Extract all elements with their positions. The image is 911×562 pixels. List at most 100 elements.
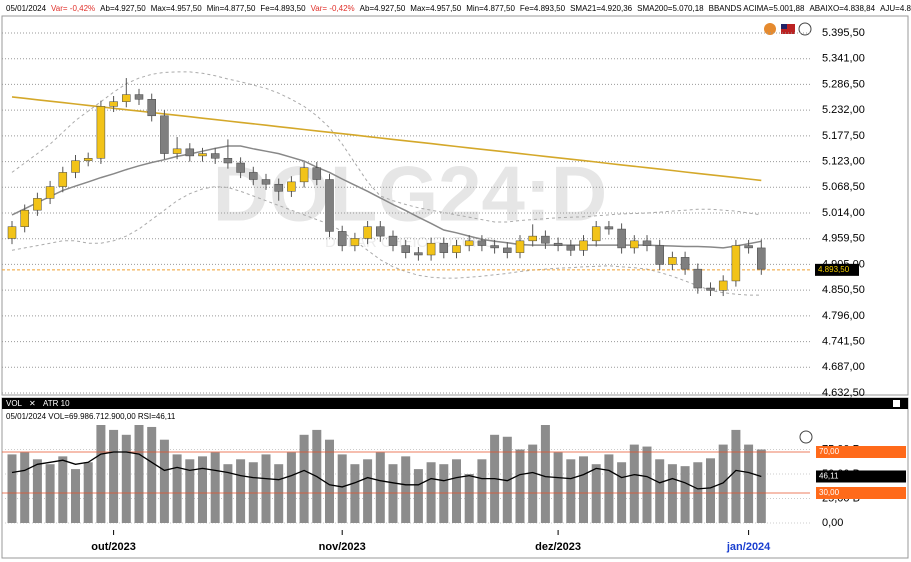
y-tick-label: 5.286,50 (822, 78, 865, 90)
candle-body (591, 226, 601, 242)
volume-bar (350, 464, 360, 523)
volume-bar (134, 425, 144, 523)
candle-body (147, 99, 156, 117)
candle-body (744, 245, 753, 249)
nav-icon[interactable] (798, 22, 812, 36)
volume-tab[interactable]: VOL (6, 399, 23, 408)
volume-bar (32, 459, 42, 523)
header-item: Max=4.957,50 (151, 4, 202, 13)
y-tick-label: 4.850,50 (822, 284, 865, 296)
volume-bar (236, 459, 246, 523)
volume-bar (375, 452, 385, 523)
volume-bar (223, 464, 233, 523)
candle-body (579, 240, 588, 251)
candle-body (414, 252, 423, 256)
volume-bar (198, 456, 207, 523)
volume-bar (731, 429, 741, 523)
header-item: Max=4.957,50 (410, 4, 461, 13)
close-icon[interactable]: ✕ (29, 399, 36, 408)
candle-body (680, 257, 690, 270)
volume-bar (706, 458, 715, 523)
candle-body (757, 247, 766, 270)
y-tick-label: 4.741,50 (822, 335, 865, 347)
candle-body (185, 148, 195, 157)
volume-bar (299, 434, 309, 523)
candle-body (363, 226, 372, 239)
volume-bar (464, 474, 474, 523)
candle-body (160, 115, 169, 154)
volume-bar (744, 444, 754, 523)
header-item: SMA21=4.920,36 (570, 4, 633, 13)
candle-body (71, 160, 80, 173)
volume-bar (71, 469, 80, 523)
candle-body (33, 198, 42, 211)
x-tick-label: nov/2023 (319, 541, 366, 553)
candle-body (325, 179, 334, 232)
flag-icon[interactable] (781, 24, 795, 34)
volume-bar (172, 454, 182, 523)
header-item: Ab=4.927,50 (360, 4, 406, 13)
candle-body (706, 287, 715, 291)
candle-body (261, 179, 271, 185)
y-tick-label: 4.632,50 (822, 387, 865, 399)
candle-body (452, 245, 461, 253)
candle-body (604, 226, 614, 230)
volume-bar (401, 456, 411, 523)
volume-bar (185, 459, 195, 523)
header-item: SMA200=5.070,18 (637, 4, 704, 13)
volume-tick-label: 0,00 (822, 517, 843, 529)
last-price-label: 4.893,50 (818, 265, 850, 274)
y-tick-label: 5.123,00 (822, 155, 865, 167)
header-item: ABAIXO=4.838,84 (809, 4, 875, 13)
candle-body (553, 242, 563, 246)
candle-body (274, 183, 283, 192)
y-tick-label: 4.687,00 (822, 361, 865, 373)
candle-body (96, 106, 106, 159)
candle-body (617, 228, 626, 249)
volume-bar (718, 444, 728, 523)
currency-icon[interactable] (764, 23, 776, 35)
volume-bar (413, 469, 423, 523)
candle-body (83, 158, 93, 161)
header-item: BBANDS ACIMA=5.001,88 (709, 4, 805, 13)
candle-body (426, 242, 436, 256)
flag-canton (781, 24, 787, 29)
volume-bar (756, 449, 766, 523)
price-panel (1, 15, 909, 396)
volume-bar (655, 459, 665, 523)
rsi-last-label: 46,11 (819, 472, 839, 481)
volume-bar (439, 464, 449, 523)
header-item: Min=4.877,50 (466, 4, 515, 13)
header-item: Ab=4.927,50 (100, 4, 146, 13)
candle-body (439, 242, 449, 253)
volume-bar (337, 454, 347, 523)
candle-body (528, 235, 537, 242)
y-tick-label: 5.395,50 (822, 27, 865, 39)
candle-body (287, 181, 296, 192)
nav-icon-2[interactable] (799, 430, 813, 444)
bb_upper-line (11, 71, 762, 223)
candle-body (401, 245, 410, 253)
volume-info: 05/01/2024 VOL=69.986.712.900,00 RSI=46,… (6, 412, 176, 421)
volume-bar (579, 456, 588, 523)
candle-body (236, 162, 245, 173)
volume-bar (96, 425, 106, 523)
panel-icon[interactable] (893, 400, 900, 407)
volume-bar (553, 452, 563, 523)
rsi-level-box (816, 487, 906, 499)
rsi-line (11, 451, 762, 490)
candle-body (503, 247, 512, 253)
y-tick-label: 5.232,00 (822, 104, 865, 116)
candle-body (566, 245, 576, 251)
candle-body (299, 167, 309, 183)
y-tick-label: 5.177,50 (822, 130, 865, 142)
candle-body (45, 186, 55, 199)
volume-tab-2[interactable]: ATR 10 (43, 399, 70, 408)
volume-bar (58, 456, 68, 523)
header: 05/01/2024 Var= -0,42% Ab=4.927,50 Max=4.95… (6, 4, 911, 13)
header-item: Fe=4.893,50 (520, 4, 566, 13)
candle-body (655, 245, 664, 265)
volume-bar (274, 464, 284, 523)
volume-bar (604, 454, 614, 523)
